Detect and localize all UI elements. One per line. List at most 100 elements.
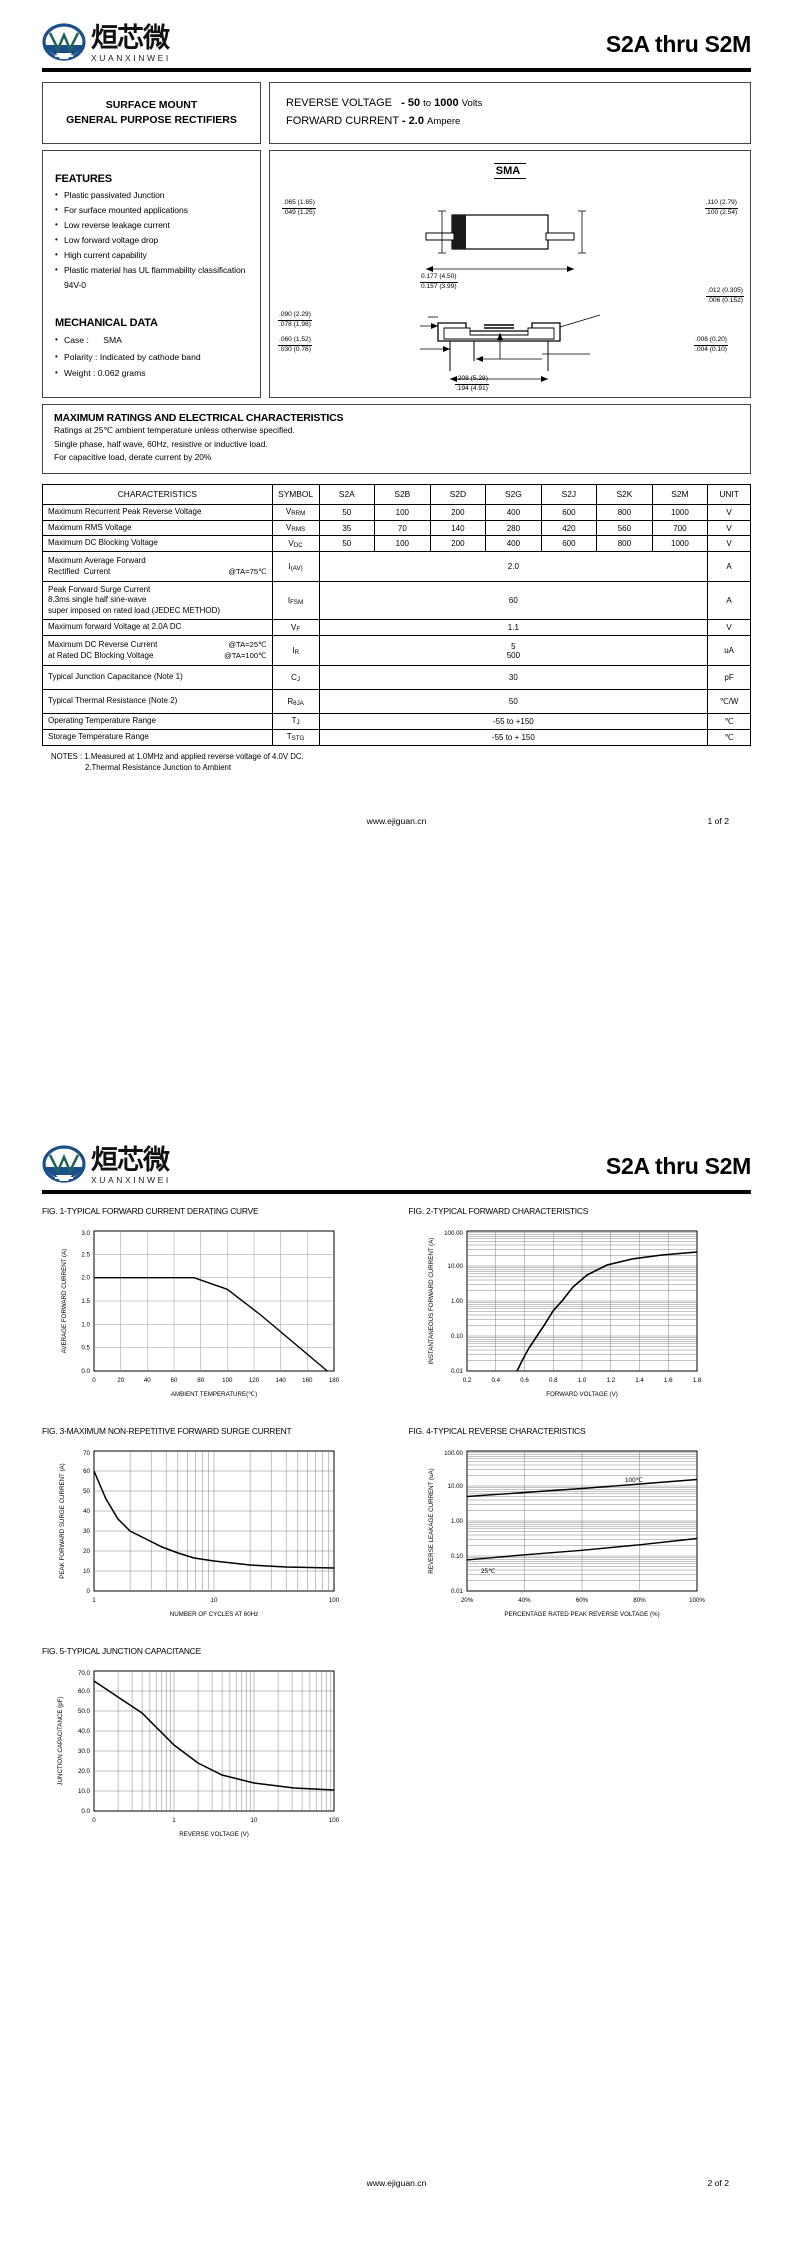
row-symbol: TJ — [271, 713, 320, 730]
company-logo-2: 烜芯微 XUANXINWEI — [42, 1145, 171, 1187]
forward-current-label: FORWARD CURRENT — [286, 115, 399, 127]
col-s2m: S2M — [651, 483, 709, 505]
table-row: Maximum DC Reverse Current @TA=25℃ at Rat… — [42, 635, 751, 667]
cell: 400 — [485, 535, 542, 553]
chart-xlabel: NUMBER OF CYCLES AT 60Hz — [170, 1611, 258, 1618]
max-ratings-title: MAXIMUM RATINGS AND ELECTRICAL CHARACTER… — [54, 412, 344, 424]
svg-text:140: 140 — [276, 1377, 287, 1384]
dim-length: 0.177 (4.50) 0.157 (3.99) — [420, 273, 458, 290]
forward-current-spec: FORWARD CURRENT - 2.0 Ampere — [286, 113, 750, 131]
row-unit: ℃/W — [707, 689, 751, 715]
svg-text:20.0: 20.0 — [78, 1768, 91, 1775]
features-box: FEATURES Plastic passivated Junction For… — [42, 150, 261, 398]
row-symbol: VDC — [271, 535, 320, 553]
col-s2j: S2J — [540, 483, 598, 505]
cell: 800 — [596, 535, 653, 553]
logo-text-cn: 烜芯微 — [91, 1145, 170, 1176]
svg-text:60: 60 — [83, 1468, 90, 1475]
charts-grid: FIG. 1-TYPICAL FORWARD CURRENT DERATING … — [42, 1206, 751, 1850]
svg-text:1.00: 1.00 — [450, 1518, 463, 1525]
footer-url: www.ejiguan.cn — [366, 816, 427, 826]
chart-ylabel: PEAK FORWARD SURGE CURRENT (A) — [59, 1463, 66, 1578]
svg-text:2.0: 2.0 — [81, 1275, 90, 1282]
mech-value: SMA — [103, 335, 122, 346]
svg-text:10.0: 10.0 — [78, 1788, 91, 1795]
svg-text:20%: 20% — [460, 1597, 473, 1604]
row-unit: uA — [707, 635, 751, 667]
row-symbol: CJ — [271, 665, 320, 691]
logo-text-en: XUANXINWEI — [91, 1175, 171, 1185]
row-char: Maximum Average Forward Rectified Curren… — [42, 551, 273, 583]
svg-text:50: 50 — [83, 1488, 90, 1495]
reverse-voltage-max: 1000 — [434, 97, 459, 110]
page-title: S2A thru S2M — [605, 30, 751, 57]
row-symbol: IFSM — [271, 581, 320, 621]
note-2: 2.Thermal Resistance Junction to Ambient — [85, 763, 232, 773]
row-char: Typical Thermal Resistance (Note 2) — [42, 689, 273, 715]
row-unit: ℃ — [707, 713, 751, 730]
svg-text:0.01: 0.01 — [450, 1368, 463, 1375]
page-footer-2: www.ejiguan.cn 2 of 2 — [42, 2178, 751, 2188]
chart-fig1: FIG. 1-TYPICAL FORWARD CURRENT DERATING … — [42, 1206, 385, 1410]
ratings-note-3: For capacitive load, derate current by 2… — [54, 452, 212, 463]
svg-text:10: 10 — [251, 1817, 258, 1824]
row-char: Maximum DC Reverse Current @TA=25℃ at Rat… — [42, 635, 273, 667]
svg-text:40.0: 40.0 — [78, 1728, 91, 1735]
svg-text:0.2: 0.2 — [462, 1377, 471, 1384]
table-row: Maximum RMS Voltage VRMS 35 70 140 280 4… — [42, 519, 751, 537]
chart-fig4: FIG. 4-TYPICAL REVERSE CHARACTERISTICS — [409, 1426, 752, 1630]
table-row: Typical Thermal Resistance (Note 2) RθJA… — [42, 689, 751, 715]
mechanical-data-section: MECHANICAL DATA Case : SMA Polarity : In… — [55, 317, 250, 381]
row-char: Typical Junction Capacitance (Note 1) — [42, 665, 273, 691]
product-type-line1: SURFACE MOUNT — [105, 98, 198, 111]
chart-fig3-svg: 1 10 100 0 10 20 30 40 50 60 70 NUMBER OF CYCLE… — [59, 1450, 340, 1618]
cell: 1000 — [651, 503, 709, 521]
svg-text:100.00: 100.00 — [444, 1230, 463, 1237]
cell: 800 — [596, 503, 653, 521]
row-symbol: TSTG — [271, 728, 320, 746]
svg-text:60%: 60% — [575, 1597, 588, 1604]
svg-text:60: 60 — [171, 1377, 178, 1384]
table-row: Peak Forward Surge Current 8.3ms single … — [42, 581, 751, 621]
ratings-note-2: Single phase, half wave, 60Hz, resistive… — [54, 438, 268, 449]
svg-text:80: 80 — [197, 1377, 204, 1384]
reverse-voltage-mid: to — [423, 98, 432, 110]
features-title: FEATURES — [55, 173, 112, 185]
page-2: 烜芯微 XUANXINWEI S2A thru S2M FIG. 1-TYPIC… — [0, 1122, 793, 2244]
row-symbol: VRMS — [271, 519, 320, 537]
chart-title: FIG. 5-TYPICAL JUNCTION CAPACITANCE — [42, 1646, 201, 1656]
dim-thickness: .065 (1.65) .049 (1.25) — [282, 199, 316, 216]
svg-text:40: 40 — [144, 1377, 151, 1384]
svg-text:0.8: 0.8 — [548, 1377, 557, 1384]
row-unit: V — [707, 619, 751, 637]
svg-text:0: 0 — [87, 1588, 91, 1595]
cell-span: -55 to +150 — [318, 713, 709, 730]
footer-url: www.ejiguan.cn — [366, 2178, 427, 2188]
cell-span: 2.0 — [318, 551, 709, 583]
row-symbol: RθJA — [271, 689, 320, 715]
row-unit: pF — [707, 665, 751, 691]
svg-text:0.10: 0.10 — [450, 1553, 463, 1560]
chart-fig1-svg: 0 20 40 60 80 100 120 140 160 180 0.0 0.5 1.0 1.… — [61, 1230, 340, 1398]
svg-text:180: 180 — [329, 1377, 340, 1384]
chart-fig5: FIG. 5-TYPICAL JUNCTION CAPACITANCE — [42, 1646, 385, 1850]
list-item: Plastic passivated Junction — [55, 187, 250, 203]
cell: 560 — [596, 519, 653, 537]
svg-text:70.0: 70.0 — [78, 1670, 91, 1677]
reverse-current-100c: 500 — [506, 650, 521, 660]
note-1: NOTES : 1.Measured at 1.0MHz and applied… — [51, 751, 304, 761]
company-logo: 烜芯微 XUANXINWEI — [42, 23, 171, 65]
row-char-line3: super imposed on rated load (JEDEC METHO… — [48, 606, 221, 616]
characteristics-table: CHARACTERISTICS SYMBOL S2A S2B S2D S2G S… — [42, 483, 751, 746]
chart-title: FIG. 4-TYPICAL REVERSE CHARACTERISTICS — [408, 1426, 586, 1436]
forward-current-dash: - — [401, 115, 406, 127]
table-row: Maximum DC Blocking Voltage VDC 50 100 2… — [42, 535, 751, 553]
svg-text:0.4: 0.4 — [491, 1377, 500, 1384]
chart-title: FIG. 3-MAXIMUM NON-REPETITIVE FORWARD SU… — [42, 1426, 292, 1436]
svg-text:1: 1 — [172, 1817, 176, 1824]
cell: 600 — [540, 503, 598, 521]
svg-text:100: 100 — [222, 1377, 233, 1384]
dim-width-right: .110 (2.79) .100 (2.54) — [704, 199, 738, 216]
cell: 70 — [374, 519, 431, 537]
logo-text-cn: 烜芯微 — [91, 23, 170, 54]
